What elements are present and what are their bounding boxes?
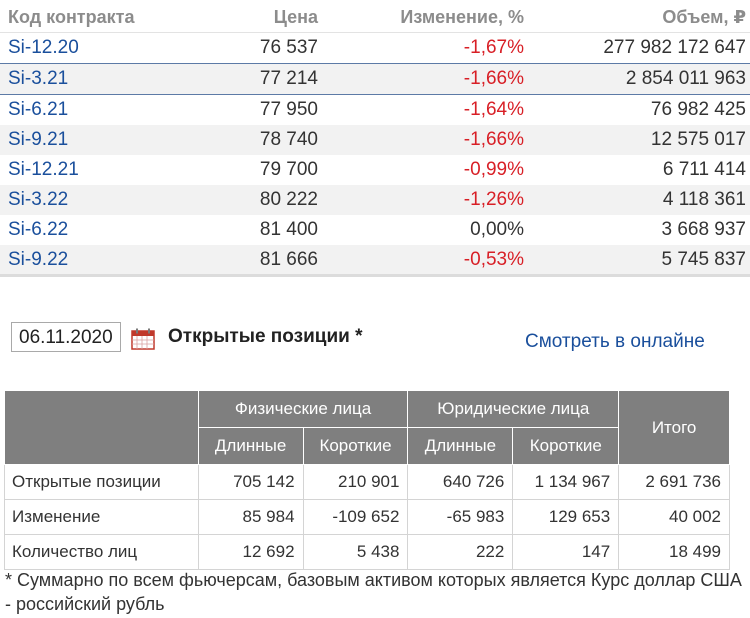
contract-volume: 6 711 414 [662,159,746,180]
contract-change: -1,66% [463,129,524,150]
contract-volume: 3 668 937 [661,219,746,240]
header-code[interactable]: Код контракта [8,7,135,27]
header-change[interactable]: Изменение, % [400,7,524,27]
oi-row-holders-count: Количество лиц 12 692 5 438 222 147 18 4… [4,534,730,570]
oi-row-label: Количество лиц [4,534,199,570]
contract-price: 79 700 [259,159,318,180]
calendar-icon[interactable] [131,328,155,350]
oi-cell: 2 691 736 [618,464,730,500]
date-input[interactable]: 06.11.2020 [11,322,121,352]
oi-cell: 18 499 [618,534,730,570]
contract-row[interactable]: Si-12.21 79 700 -0,99% 6 711 414 [0,155,750,185]
contract-volume: 4 118 361 [662,189,746,210]
header-ind-long: Длинные [197,427,304,465]
contracts-bottom-border [0,274,750,277]
contract-change: -1,26% [463,189,524,210]
contract-change: -1,66% [463,68,524,89]
header-legal-entities: Юридические лица [407,390,620,428]
contract-change: -0,99% [463,159,524,180]
contract-volume: 76 982 425 [650,99,746,120]
contract-row[interactable]: Si-9.22 81 666 -0,53% 5 745 837 [0,245,750,275]
contract-price: 77 214 [259,68,318,89]
contract-code-link[interactable]: Si-6.22 [8,219,69,240]
oi-cell: 147 [512,534,620,570]
oi-cell: -65 983 [407,499,514,535]
contract-code-link[interactable]: Si-12.21 [8,159,79,180]
contract-row[interactable]: Si-3.22 80 222 -1,26% 4 118 361 [0,185,750,215]
contract-change: -1,64% [463,99,524,120]
oi-cell: 222 [407,534,514,570]
oi-row-label: Открытые позиции [4,464,199,500]
oi-row-change: Изменение 85 984 -109 652 -65 983 129 65… [4,499,730,535]
open-interest-title: Открытые позиции * [168,326,363,347]
contract-row[interactable]: Si-3.21 77 214 -1,66% 2 854 011 963 [0,63,750,95]
view-online-link-text[interactable]: Смотреть в онлайне [525,331,705,352]
header-leg-short: Короткие [512,427,620,465]
contracts-header-row: Код контракта Цена Изменение, % Объем, ₽ [0,0,750,33]
header-total: Итого [618,390,730,465]
contract-volume: 5 745 837 [661,249,746,270]
contract-row[interactable]: Si-6.21 77 950 -1,64% 76 982 425 [0,95,750,125]
contract-price: 76 537 [259,37,318,58]
contract-code-link[interactable]: Si-9.22 [8,249,69,270]
contracts-table: Код контракта Цена Изменение, % Объем, ₽… [0,0,750,275]
oi-row-label: Изменение [4,499,199,535]
contract-code-link[interactable]: Si-6.21 [8,99,69,120]
contract-price: 81 400 [259,219,318,240]
header-leg-long: Длинные [407,427,514,465]
contract-volume: 2 854 011 963 [625,68,746,89]
oi-cell: 640 726 [407,464,514,500]
contract-code-link[interactable]: Si-3.21 [8,68,69,89]
footnote: * Суммарно по всем фьючерсам, базовым ак… [5,570,742,614]
oi-cell: 1 134 967 [512,464,620,500]
contract-volume: 12 575 017 [650,129,746,150]
contract-code-link[interactable]: Si-12.20 [8,37,79,58]
oi-cell: 85 984 [197,499,304,535]
header-individuals: Физические лица [197,390,409,428]
contract-row[interactable]: Si-9.21 78 740 -1,66% 12 575 017 [0,125,750,155]
contract-code-link[interactable]: Si-3.22 [8,189,69,210]
oi-cell: 40 002 [618,499,730,535]
open-interest-table: Физические лица Юридические лица Итого Д… [4,390,730,570]
header-ind-short: Короткие [302,427,409,465]
oi-row-open-positions: Открытые позиции 705 142 210 901 640 726… [4,464,730,500]
contract-price: 78 740 [259,129,318,150]
contract-change: -1,67% [463,37,524,58]
contract-price: 81 666 [259,249,318,270]
header-empty-corner [4,390,199,465]
header-price[interactable]: Цена [273,7,318,27]
oi-cell: 210 901 [302,464,409,500]
header-volume[interactable]: Объем, ₽ [662,7,746,27]
contract-volume: 277 982 172 647 [603,37,746,58]
contract-price: 77 950 [259,99,318,120]
view-online-link[interactable]: Смотреть в онлайне [525,331,705,353]
oi-cell: 5 438 [302,534,409,570]
oi-cell: 12 692 [197,534,304,570]
oi-cell: 129 653 [512,499,620,535]
contract-change: -0,53% [463,249,524,270]
oi-cell: -109 652 [302,499,409,535]
contract-row[interactable]: Si-6.22 81 400 0,00% 3 668 937 [0,215,750,245]
contract-price: 80 222 [259,189,318,210]
oi-cell: 705 142 [197,464,304,500]
contract-row[interactable]: Si-12.20 76 537 -1,67% 277 982 172 647 [0,33,750,63]
contract-change: 0,00% [470,219,524,240]
contract-code-link[interactable]: Si-9.21 [8,129,69,150]
